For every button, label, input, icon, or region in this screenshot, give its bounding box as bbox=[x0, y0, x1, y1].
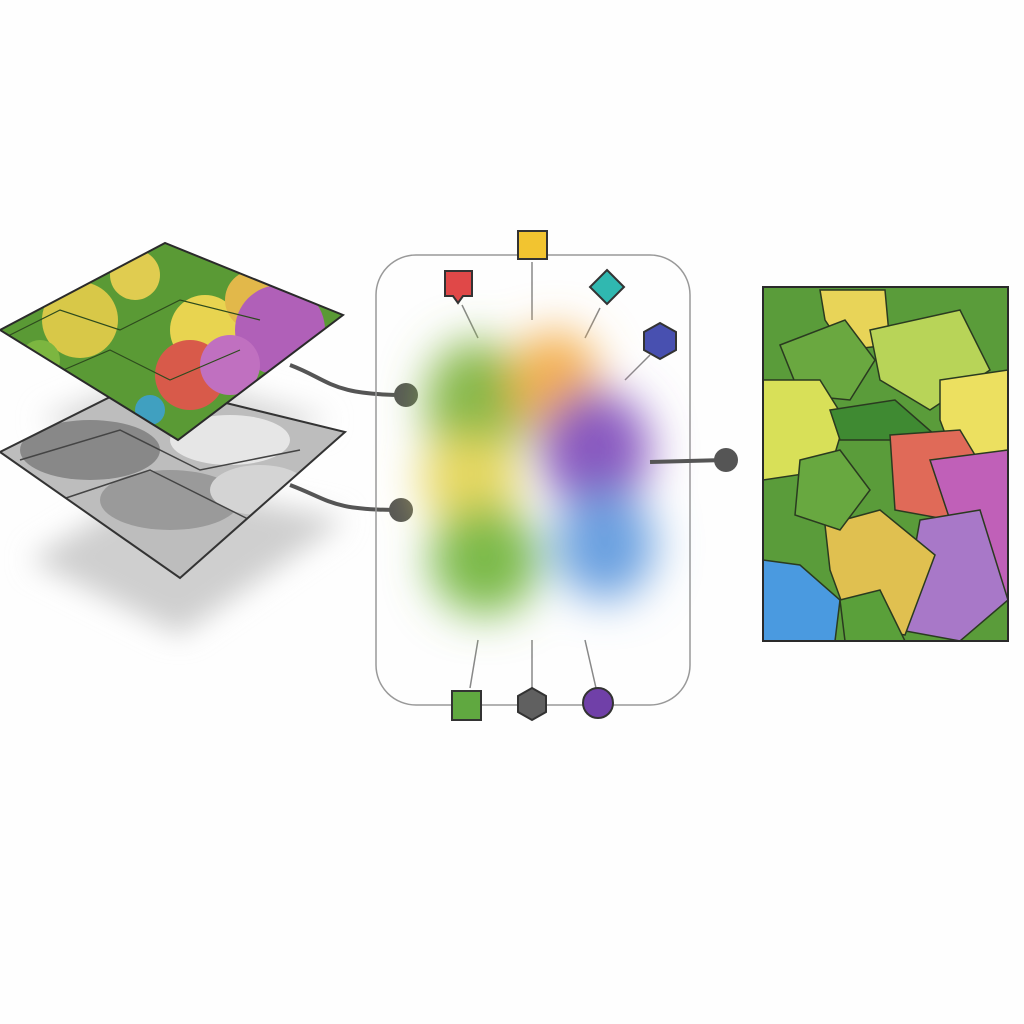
icon-circle-purple bbox=[582, 687, 614, 719]
color-layer-border bbox=[0, 241, 346, 442]
icon-square-yellow bbox=[517, 230, 548, 260]
icon-hexagon-gray bbox=[517, 686, 547, 722]
connector-node bbox=[389, 498, 413, 522]
connector-node bbox=[394, 383, 418, 407]
connector bbox=[289, 483, 401, 512]
connector bbox=[649, 458, 726, 464]
icon-pin-red bbox=[444, 270, 473, 305]
grayscale-layer-border bbox=[0, 380, 348, 580]
connector-node bbox=[714, 448, 738, 472]
output-map bbox=[763, 287, 1008, 641]
icon-diamond-teal bbox=[588, 268, 626, 306]
output-map-border bbox=[762, 286, 1009, 642]
connector bbox=[289, 363, 406, 397]
icon-square-green bbox=[451, 690, 482, 721]
icon-hexagon-blue bbox=[643, 321, 677, 361]
fusion-blobs bbox=[420, 330, 655, 615]
spokes bbox=[461, 262, 651, 689]
